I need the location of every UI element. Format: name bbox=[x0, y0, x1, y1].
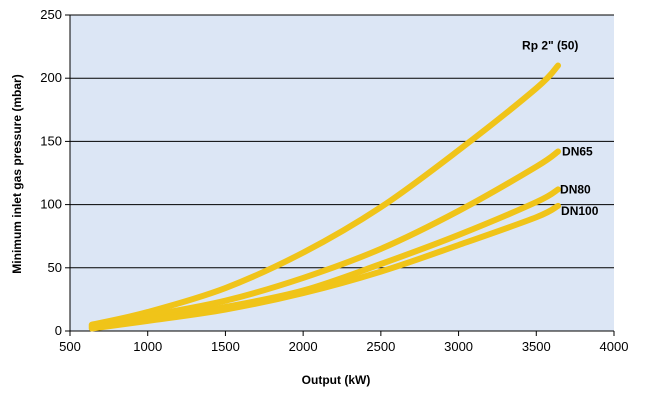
series-line-dn65 bbox=[88, 148, 562, 329]
y-axis-ticks: 0 50 100 150 200 250 bbox=[40, 7, 70, 338]
y-tick-label-50: 50 bbox=[48, 260, 62, 275]
series-labels: Rp 2" (50) DN65 DN80 DN100 bbox=[522, 39, 599, 218]
x-axis-title: Output (kW) bbox=[302, 373, 371, 387]
x-tick-label-4000: 4000 bbox=[600, 339, 629, 354]
y-tick-label-100: 100 bbox=[40, 197, 62, 212]
x-tick-label-3500: 3500 bbox=[522, 339, 551, 354]
y-tick-label-200: 200 bbox=[40, 70, 62, 85]
series-label-dn80: DN80 bbox=[560, 182, 591, 196]
series-line-dn100 bbox=[88, 202, 562, 332]
y-axis-title: Minimum inlet gas pressure (mbar) bbox=[10, 74, 24, 273]
x-tick-label-2500: 2500 bbox=[366, 339, 395, 354]
x-tick-label-3000: 3000 bbox=[444, 339, 473, 354]
x-axis-ticks: 500 1000 1500 2000 2500 3000 3500 4000 bbox=[59, 331, 628, 354]
grid-lines bbox=[70, 14, 614, 269]
series-label-dn100: DN100 bbox=[561, 204, 599, 218]
y-tick-label-150: 150 bbox=[40, 133, 62, 148]
x-tick-label-500: 500 bbox=[59, 339, 81, 354]
series-label-rp-2-50: Rp 2" (50) bbox=[522, 39, 578, 53]
y-tick-label-0: 0 bbox=[55, 323, 62, 338]
x-tick-label-1500: 1500 bbox=[211, 339, 240, 354]
x-tick-label-1000: 1000 bbox=[133, 339, 162, 354]
series-line-rp-2-50 bbox=[88, 62, 562, 328]
x-tick-label-2000: 2000 bbox=[289, 339, 318, 354]
axes bbox=[69, 15, 614, 332]
series-label-dn65: DN65 bbox=[562, 145, 593, 159]
series-lines bbox=[88, 62, 562, 332]
y-tick-label-250: 250 bbox=[40, 7, 62, 22]
